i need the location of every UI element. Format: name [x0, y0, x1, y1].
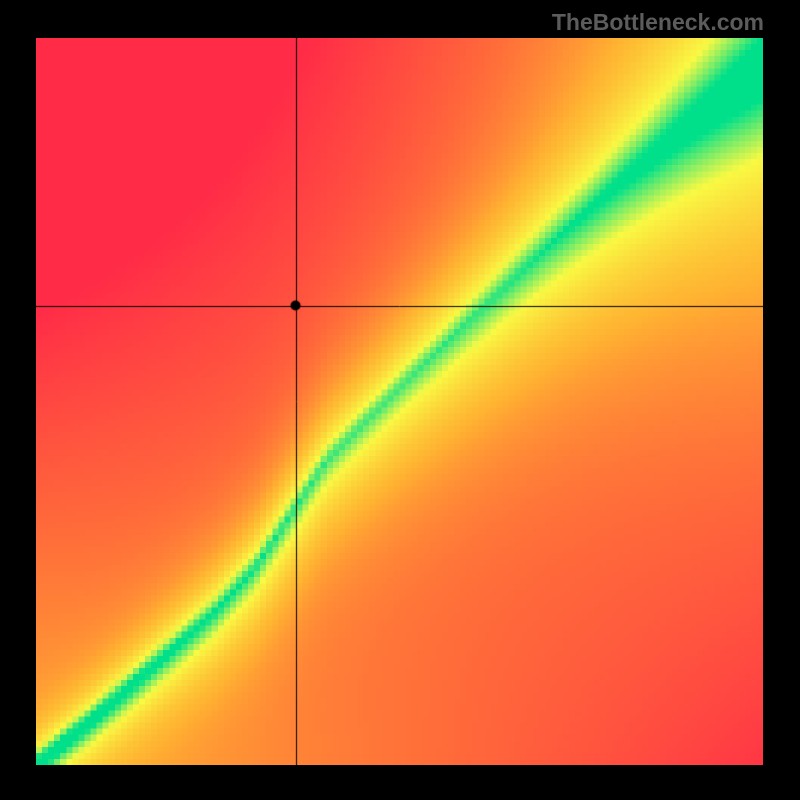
chart-container: TheBottleneck.com: [0, 0, 800, 800]
attribution-label: TheBottleneck.com: [552, 9, 764, 36]
crosshair-overlay: [36, 38, 763, 765]
